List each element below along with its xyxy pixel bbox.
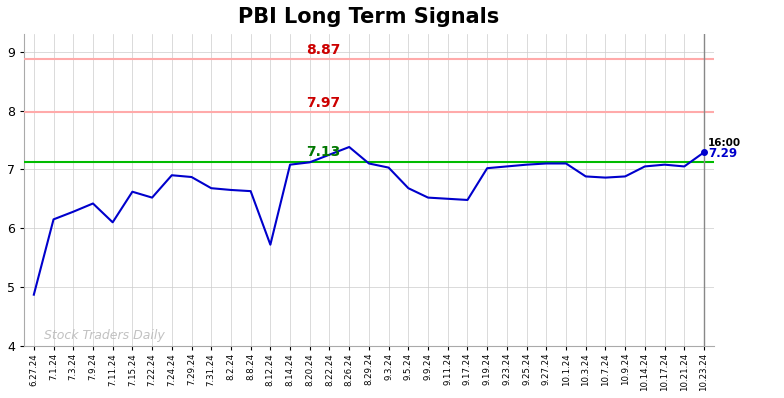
Text: 7.13: 7.13 bbox=[307, 145, 341, 159]
Text: 16:00: 16:00 bbox=[708, 139, 741, 148]
Text: 7.97: 7.97 bbox=[307, 96, 340, 110]
Text: Stock Traders Daily: Stock Traders Daily bbox=[44, 329, 165, 342]
Text: 7.29: 7.29 bbox=[708, 147, 737, 160]
Title: PBI Long Term Signals: PBI Long Term Signals bbox=[238, 7, 499, 27]
Text: 8.87: 8.87 bbox=[307, 43, 341, 57]
